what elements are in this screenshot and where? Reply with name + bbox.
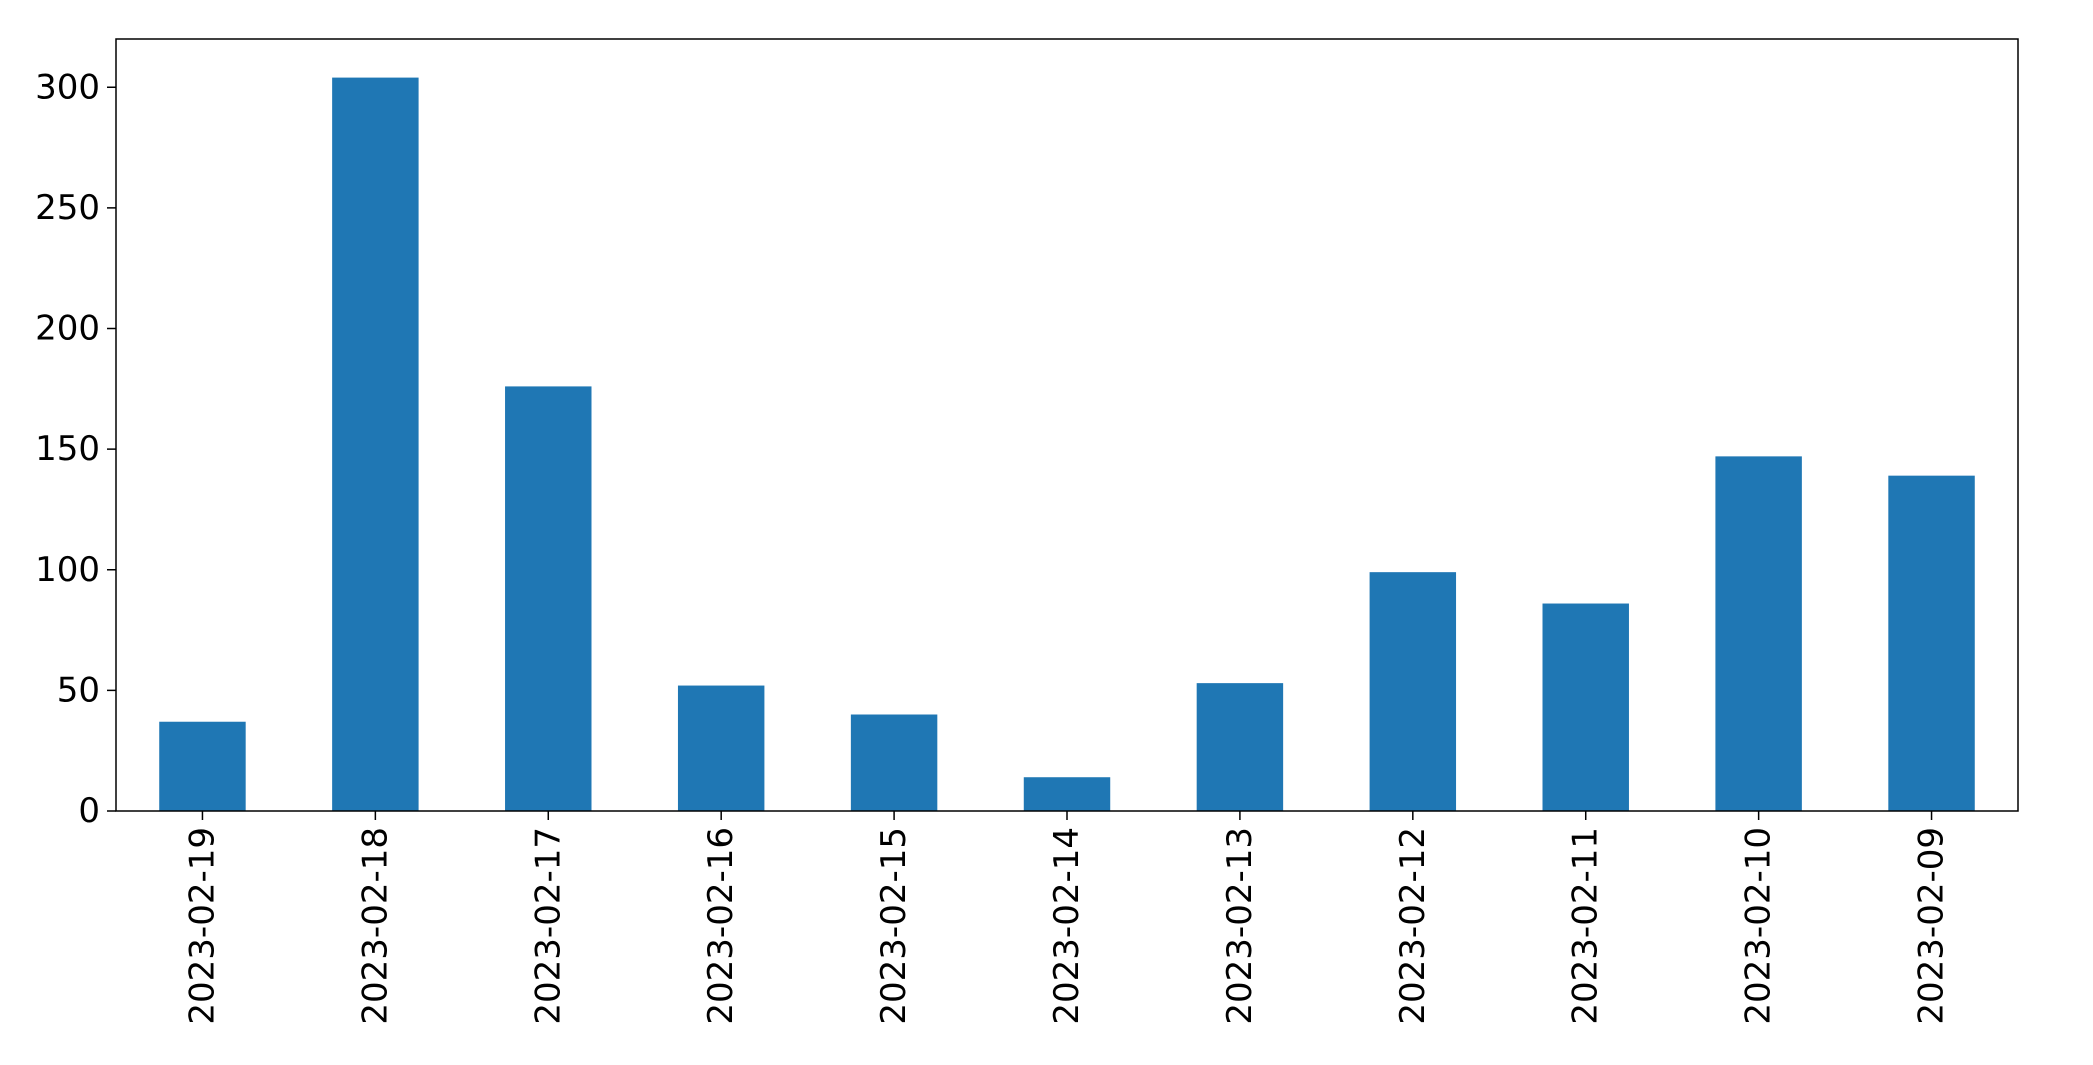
bar-2023-02-19: [159, 721, 246, 811]
x-tick-label: 2023-02-11: [1566, 827, 1606, 1025]
x-tick-label: 2023-02-17: [528, 827, 568, 1025]
bar-2023-02-16: [677, 685, 765, 811]
x-tick-label: 2023-02-14: [1047, 827, 1087, 1025]
bars-layer: [159, 77, 1975, 812]
y-tick-label: 250: [35, 188, 100, 228]
bar-2023-02-17: [505, 386, 592, 811]
bar-2023-02-15: [850, 714, 938, 811]
y-tick-label: 100: [35, 550, 100, 590]
bar-2023-02-12: [1369, 572, 1457, 811]
y-tick-label: 0: [78, 791, 100, 831]
plot-frame: [115, 38, 2019, 812]
bar-2023-02-09: [1888, 475, 1975, 811]
x-tick-label: 2023-02-09: [1912, 827, 1952, 1025]
bar-2023-02-13: [1196, 683, 1284, 811]
x-tick-label: 2023-02-18: [355, 827, 395, 1025]
x-axis: 2023-02-19 2023-02-18 2023-02-17 2023-02-16…: [182, 811, 1952, 1025]
bar-2023-02-11: [1542, 603, 1629, 811]
y-tick-label: 300: [35, 67, 100, 107]
x-tick-label: 2023-02-13: [1220, 827, 1260, 1025]
x-tick-label: 2023-02-19: [182, 827, 222, 1025]
x-tick-label: 2023-02-10: [1739, 827, 1779, 1025]
y-axis: 0 50 100 150 200 250 300: [35, 67, 116, 831]
x-tick-label: 2023-02-15: [874, 827, 914, 1025]
y-tick-label: 50: [57, 670, 100, 710]
bar-2023-02-18: [332, 77, 419, 812]
x-tick-label: 2023-02-16: [701, 827, 741, 1025]
y-tick-label: 200: [35, 309, 100, 349]
bar-2023-02-10: [1715, 456, 1802, 811]
x-tick-label: 2023-02-12: [1393, 827, 1433, 1025]
bar-2023-02-14: [1023, 777, 1111, 811]
y-tick-label: 150: [35, 429, 100, 469]
